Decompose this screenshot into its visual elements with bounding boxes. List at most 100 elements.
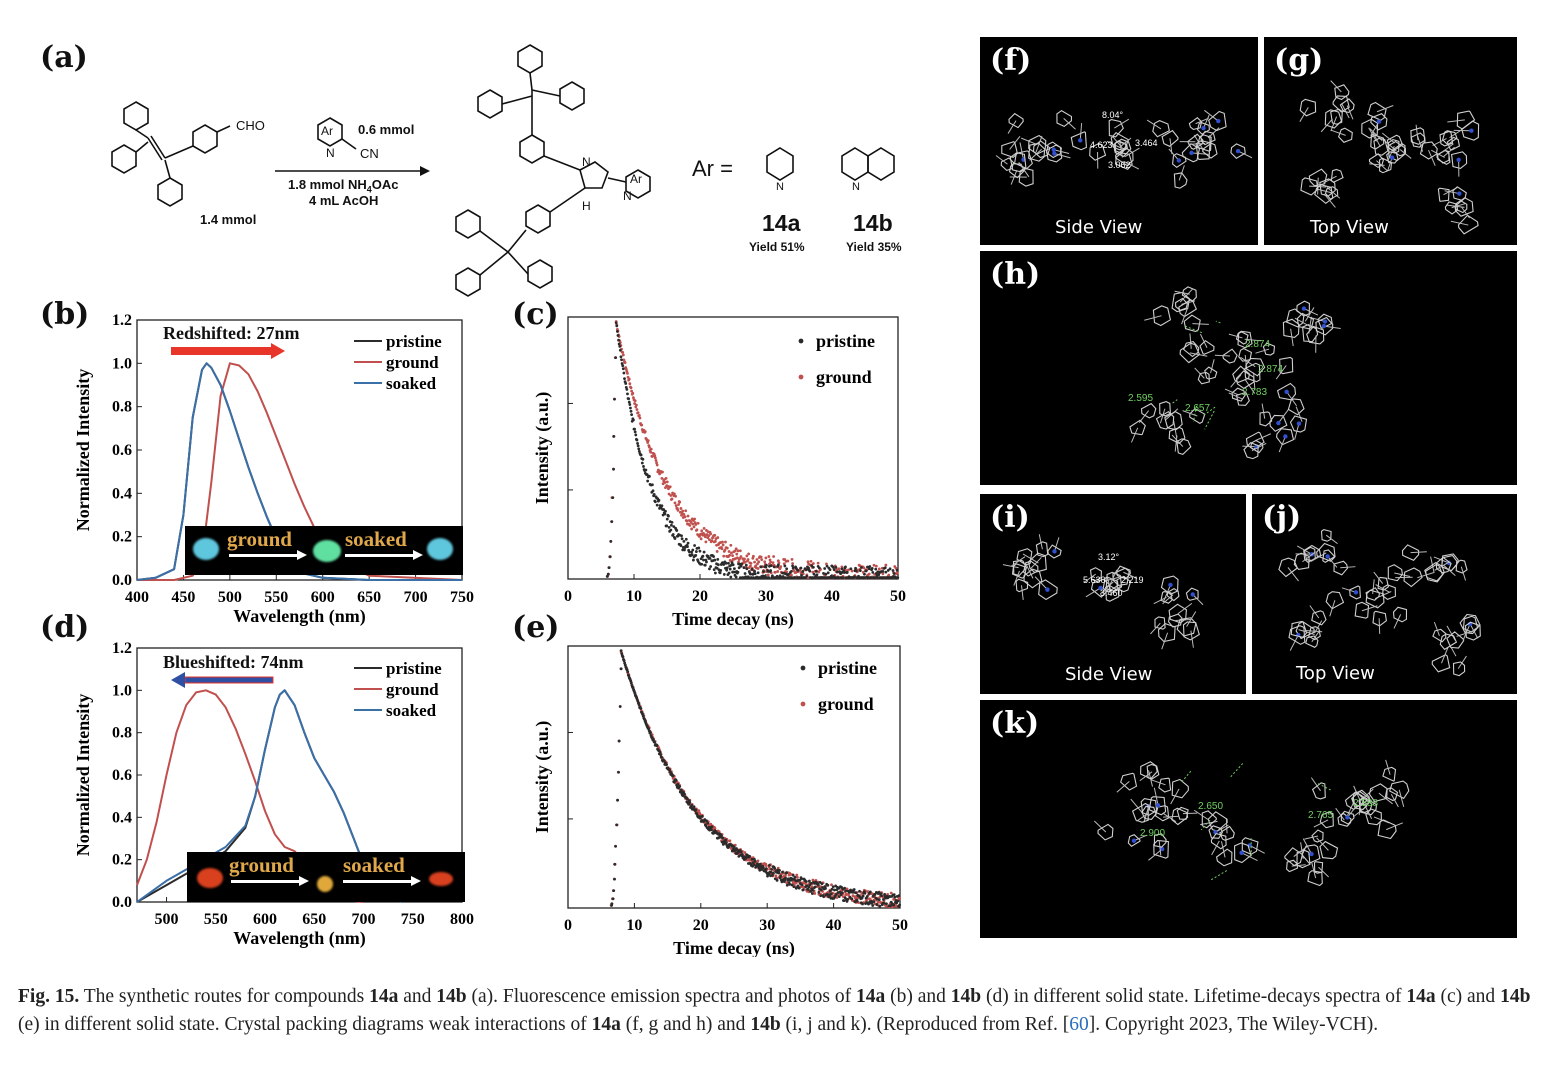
- data-point: [654, 458, 658, 462]
- bond: [1034, 576, 1048, 590]
- data-point: [891, 569, 895, 572]
- phenyl-ring: [1015, 578, 1029, 593]
- compound-14a: 14a: [762, 210, 801, 236]
- bond: [1376, 105, 1394, 113]
- phenyl-ring: [1215, 848, 1233, 867]
- phenyl-ring: [1315, 316, 1334, 336]
- data-point: [620, 358, 623, 362]
- i-measure-4: 3.460: [1100, 588, 1123, 598]
- data-point: [703, 533, 707, 536]
- photo-arrow-2-head: [413, 550, 423, 560]
- x-tick-label: 550: [264, 589, 288, 606]
- x-tick-label: 40: [826, 917, 842, 934]
- bond: [1244, 338, 1262, 342]
- data-point: [811, 562, 815, 565]
- data-point: [613, 877, 616, 881]
- nitrogen-atom: [1296, 421, 1302, 426]
- data-point: [716, 563, 720, 567]
- phenyl-ring: [1288, 625, 1306, 645]
- bond: [1302, 551, 1316, 563]
- data-point: [665, 517, 669, 521]
- y-axis-label: Intensity (a.u.): [532, 392, 553, 505]
- data-point: [730, 551, 733, 555]
- weak-interaction: [1209, 870, 1228, 881]
- data-point: [700, 814, 704, 818]
- legend-label-soaked: soaked: [386, 374, 437, 393]
- panel-i-caption: Side View: [1065, 664, 1153, 685]
- data-point: [784, 876, 787, 880]
- data-point: [887, 573, 891, 577]
- data-point: [713, 533, 717, 537]
- data-point: [896, 576, 900, 580]
- data-point: [674, 504, 678, 507]
- y-tick-label: 1.0: [112, 355, 132, 372]
- phenyl-ring: [1183, 314, 1201, 333]
- reference-link[interactable]: 60: [1069, 1014, 1089, 1035]
- panel-f-label: (f): [990, 43, 1032, 78]
- data-point: [883, 566, 887, 570]
- data-point: [835, 570, 839, 574]
- data-point: [722, 554, 726, 558]
- phenyl-ring: [1368, 153, 1385, 169]
- data-point: [692, 805, 696, 808]
- data-point: [790, 573, 793, 577]
- data-point: [740, 562, 743, 566]
- panel-k-label: (k): [990, 706, 1040, 741]
- bond: [1007, 120, 1017, 134]
- photo-soaked-14b: [429, 872, 453, 886]
- h-measure-2: 2.874: [1258, 364, 1284, 375]
- data-point: [708, 567, 711, 571]
- ring-14a-pyridine: [766, 147, 794, 181]
- bond: [1444, 190, 1460, 195]
- nitrogen-atom: [1456, 157, 1461, 162]
- phenyl-ring: [1337, 127, 1353, 143]
- data-point: [840, 565, 844, 569]
- phenyl-ring: [1176, 617, 1197, 637]
- data-point: [745, 554, 749, 558]
- data-point: [628, 403, 632, 406]
- phenyl-ring: [1300, 177, 1319, 196]
- x-tick-label: 40: [824, 588, 840, 605]
- bond: [1174, 435, 1178, 452]
- bond: [1214, 354, 1231, 357]
- bond: [1431, 149, 1445, 158]
- product-n1: N: [582, 155, 591, 169]
- data-point: [691, 548, 695, 552]
- data-point: [793, 875, 797, 879]
- bond: [1230, 374, 1242, 388]
- bond: [1375, 584, 1390, 593]
- ring-product-pyridyl: [625, 169, 651, 199]
- data-point: [837, 895, 841, 899]
- data-point: [713, 539, 717, 543]
- data-point: [854, 569, 858, 573]
- phenyl-ring: [1210, 832, 1227, 850]
- phenyl-ring: [1289, 415, 1308, 433]
- data-point: [850, 897, 854, 901]
- data-point: [870, 566, 874, 570]
- nitrogen-atom: [1176, 158, 1182, 163]
- data-point: [786, 559, 790, 563]
- phenyl-ring: [1011, 563, 1027, 579]
- bond: [1304, 835, 1319, 840]
- phenyl-ring: [1365, 808, 1382, 826]
- phenyl-ring: [1008, 163, 1025, 179]
- data-point: [633, 430, 637, 434]
- bond: [1189, 352, 1208, 357]
- bond: [1158, 840, 1162, 856]
- data-point: [621, 353, 625, 357]
- bond: [1199, 333, 1208, 348]
- data-point: [694, 523, 698, 526]
- data-point: [626, 670, 630, 674]
- data-point: [764, 556, 768, 560]
- phenyl-ring: [1314, 184, 1334, 204]
- plot-frame: [567, 316, 899, 580]
- data-point: [752, 863, 756, 867]
- data-point: [809, 881, 813, 885]
- bond: [1228, 392, 1243, 400]
- phenyl-ring: [1296, 849, 1311, 869]
- data-point: [748, 858, 752, 862]
- data-point: [653, 456, 657, 460]
- data-point: [877, 890, 881, 894]
- data-point: [879, 892, 883, 896]
- phenyl-ring: [1299, 98, 1317, 117]
